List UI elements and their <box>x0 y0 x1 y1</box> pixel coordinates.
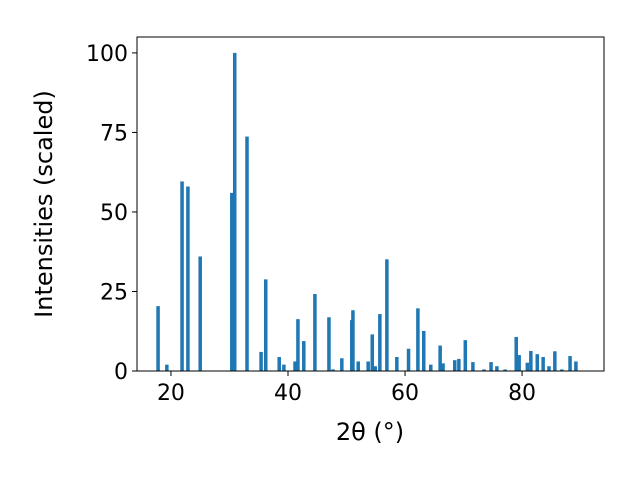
y-axis-label: Intensities (scaled) <box>30 90 58 318</box>
bar <box>293 361 297 371</box>
bar <box>406 348 411 371</box>
bar <box>313 294 317 371</box>
bar <box>351 310 355 371</box>
bar <box>282 364 286 371</box>
x-axis-label: 2θ (°) <box>336 418 404 446</box>
bar <box>198 256 202 371</box>
bar <box>395 357 399 371</box>
bar <box>574 361 578 371</box>
bar <box>416 308 420 371</box>
bar <box>514 336 518 371</box>
bar <box>373 366 377 371</box>
bar <box>331 369 335 371</box>
x-tick-label: 60 <box>391 381 419 406</box>
bar <box>517 355 521 371</box>
bar <box>232 52 237 372</box>
bar <box>553 351 557 371</box>
bar <box>165 364 169 371</box>
y-tick-label: 75 <box>100 121 128 146</box>
bar <box>503 369 507 371</box>
bar <box>453 360 457 371</box>
y-tick-label: 25 <box>100 280 128 305</box>
y-tick-label: 100 <box>86 42 128 67</box>
plot-frame <box>136 36 605 372</box>
bar <box>156 306 160 371</box>
bar <box>535 354 540 371</box>
bar <box>429 364 433 371</box>
bar <box>529 350 533 371</box>
bar <box>370 334 375 371</box>
bar <box>180 181 184 371</box>
bar <box>302 341 306 371</box>
bar <box>568 356 572 371</box>
bar <box>259 351 263 371</box>
bar <box>560 369 564 371</box>
bar <box>186 186 190 371</box>
bar <box>356 361 360 371</box>
bar <box>438 345 442 371</box>
bar <box>482 369 486 371</box>
y-tick-label: 0 <box>114 360 128 385</box>
bar <box>471 362 475 371</box>
x-tick-label: 20 <box>157 381 185 406</box>
bar <box>457 358 461 371</box>
bar <box>547 366 551 371</box>
bar <box>366 361 370 371</box>
x-tick-label: 40 <box>274 381 302 406</box>
bar <box>340 358 344 371</box>
bar <box>463 340 468 371</box>
bar <box>245 136 249 371</box>
bar <box>495 366 499 371</box>
bar <box>421 330 426 371</box>
bar <box>378 314 382 371</box>
bar <box>489 362 493 371</box>
x-tick-label: 80 <box>508 381 536 406</box>
bar <box>525 362 530 371</box>
bar <box>230 192 234 371</box>
bar <box>277 357 281 371</box>
bar <box>441 363 445 371</box>
bar <box>263 279 268 371</box>
bar <box>327 317 331 371</box>
bar <box>385 259 389 371</box>
y-tick-label: 50 <box>100 201 128 226</box>
bar <box>296 319 300 371</box>
bar <box>541 357 545 371</box>
